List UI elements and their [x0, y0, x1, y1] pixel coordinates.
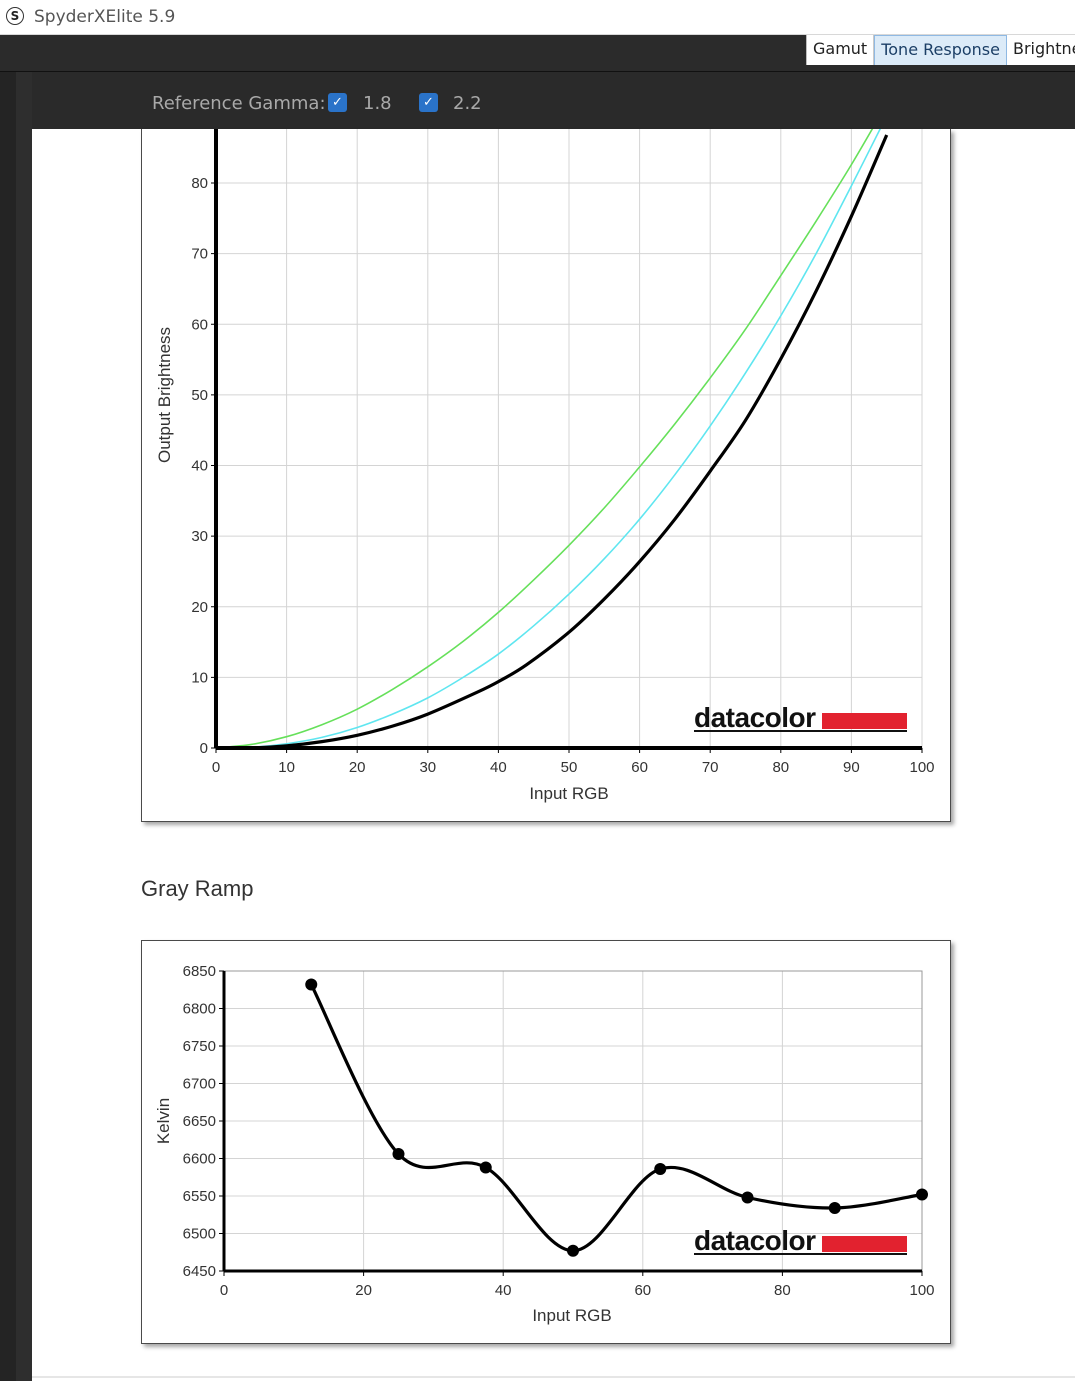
series-line-1.8 [216, 129, 874, 749]
y-tick-label: 20 [191, 599, 208, 616]
y-tick-label: 6550 [183, 1188, 216, 1205]
y-tick-label: 60 [191, 316, 208, 333]
y-tick-label: 70 [191, 246, 208, 263]
data-point [654, 1163, 667, 1175]
tick-labels: 0 10 20 30 40 50 60 70 80 90 100 0 10 20 30 40 50 60 70 80 [191, 175, 934, 776]
gamma-2-2-checkbox[interactable]: ✓ [419, 93, 438, 112]
app-logo-icon: S [6, 7, 24, 25]
y-tick-label: 6750 [183, 1038, 216, 1055]
x-tick-label: 40 [495, 1282, 512, 1299]
y-tick-label: 40 [191, 458, 208, 475]
datacolor-logo: datacolor [694, 702, 907, 733]
checkmark-icon: ✓ [423, 95, 434, 110]
y-tick-label: 6600 [183, 1151, 216, 1168]
datacolor-logo: datacolor [694, 1225, 907, 1256]
tick-labels: 0 20 40 60 80 100 6450 6500 6550 6600 6650 6700 6750… [183, 963, 935, 1299]
series-line-measured [216, 134, 889, 749]
gray-ramp-chart: 0 20 40 60 80 100 6450 6500 6550 6600 6650 6700 6750… [154, 963, 935, 1325]
gamma-1-8-label: 1.8 [363, 93, 392, 114]
tab-gamut[interactable]: Gamut [807, 35, 875, 65]
logo-bar [822, 1236, 907, 1252]
x-tick-label: 20 [349, 759, 366, 776]
gray-ramp-panel: 0 20 40 60 80 100 6450 6500 6550 6600 6650 6700 6750… [141, 940, 951, 1344]
x-tick-label: 90 [843, 759, 860, 776]
data-point [392, 1148, 405, 1160]
reference-gamma-bar [32, 72, 1075, 129]
x-tick-label: 80 [772, 759, 789, 776]
left-sidebar [0, 72, 16, 1381]
data-point [479, 1161, 492, 1174]
y-tick-label: 6500 [183, 1226, 216, 1243]
x-tick-label: 30 [419, 759, 436, 776]
tone-response-panel: 0 10 20 30 40 50 60 70 80 90 100 0 10 20 30 40 50 60 70 80 … [141, 129, 951, 822]
data-point [305, 978, 318, 991]
y-tick-label: 30 [191, 528, 208, 545]
logo-underline [694, 1253, 907, 1255]
title-bar: S SpyderXElite 5.9 [0, 0, 1075, 35]
tab-brightness[interactable]: Brightness [1007, 35, 1075, 65]
reference-gamma-label: Reference Gamma: [152, 93, 326, 114]
axes [211, 129, 923, 753]
logo-text: datacolor [694, 1225, 816, 1256]
gamma-2-2-label: 2.2 [453, 93, 482, 114]
gamma-1-8-checkbox[interactable]: ✓ [328, 93, 347, 112]
y-axis-label: Output Brightness [155, 327, 174, 463]
x-tick-label: 10 [278, 759, 295, 776]
y-tick-label: 6800 [183, 1001, 216, 1018]
series-group [216, 129, 889, 749]
x-tick-label: 80 [774, 1282, 791, 1299]
y-tick-label: 6850 [183, 963, 216, 980]
data-point [916, 1188, 928, 1201]
series-line-2.2 [216, 129, 882, 749]
x-tick-label: 50 [561, 759, 578, 776]
x-tick-label: 60 [634, 1282, 651, 1299]
x-axis-label: Input RGB [532, 1306, 611, 1325]
bottom-divider [32, 1376, 1075, 1378]
data-point [567, 1244, 579, 1257]
y-tick-label: 6700 [183, 1076, 216, 1093]
x-tick-label: 70 [702, 759, 719, 776]
y-tick-label: 6450 [183, 1263, 216, 1280]
tab-tone-response[interactable]: Tone Response [874, 35, 1007, 65]
y-tick-label: 10 [191, 669, 208, 686]
x-tick-label: 20 [355, 1282, 372, 1299]
logo-bar [822, 713, 907, 729]
tab-bar: Gamut Tone Response Brightness [806, 35, 1075, 65]
y-tick-label: 0 [200, 740, 208, 757]
logo-underline [694, 730, 907, 732]
x-tick-label: 60 [631, 759, 648, 776]
y-tick-label: 50 [191, 387, 208, 404]
x-tick-label: 40 [490, 759, 507, 776]
grid [223, 970, 923, 1272]
checkmark-icon: ✓ [332, 95, 343, 110]
gray-ramp-title: Gray Ramp [141, 876, 254, 901]
x-tick-label: 100 [909, 1282, 934, 1299]
y-tick-label: 6650 [183, 1113, 216, 1130]
tone-response-chart: 0 10 20 30 40 50 60 70 80 90 10001020304050607080 … [155, 129, 935, 803]
logo-text: datacolor [694, 702, 816, 733]
series-group [305, 978, 928, 1257]
x-axis-label: Input RGB [529, 784, 608, 803]
left-scroll-gutter [16, 72, 32, 1381]
x-tick-label: 0 [212, 759, 220, 776]
axes [219, 970, 923, 1276]
window-title: SpyderXElite 5.9 [34, 7, 176, 27]
data-point [828, 1202, 841, 1214]
y-axis-label: Kelvin [154, 1098, 173, 1144]
data-point [741, 1191, 754, 1204]
x-tick-label: 100 [909, 759, 934, 776]
x-tick-label: 0 [220, 1282, 228, 1299]
grid [215, 129, 923, 749]
y-tick-label: 80 [191, 175, 208, 192]
